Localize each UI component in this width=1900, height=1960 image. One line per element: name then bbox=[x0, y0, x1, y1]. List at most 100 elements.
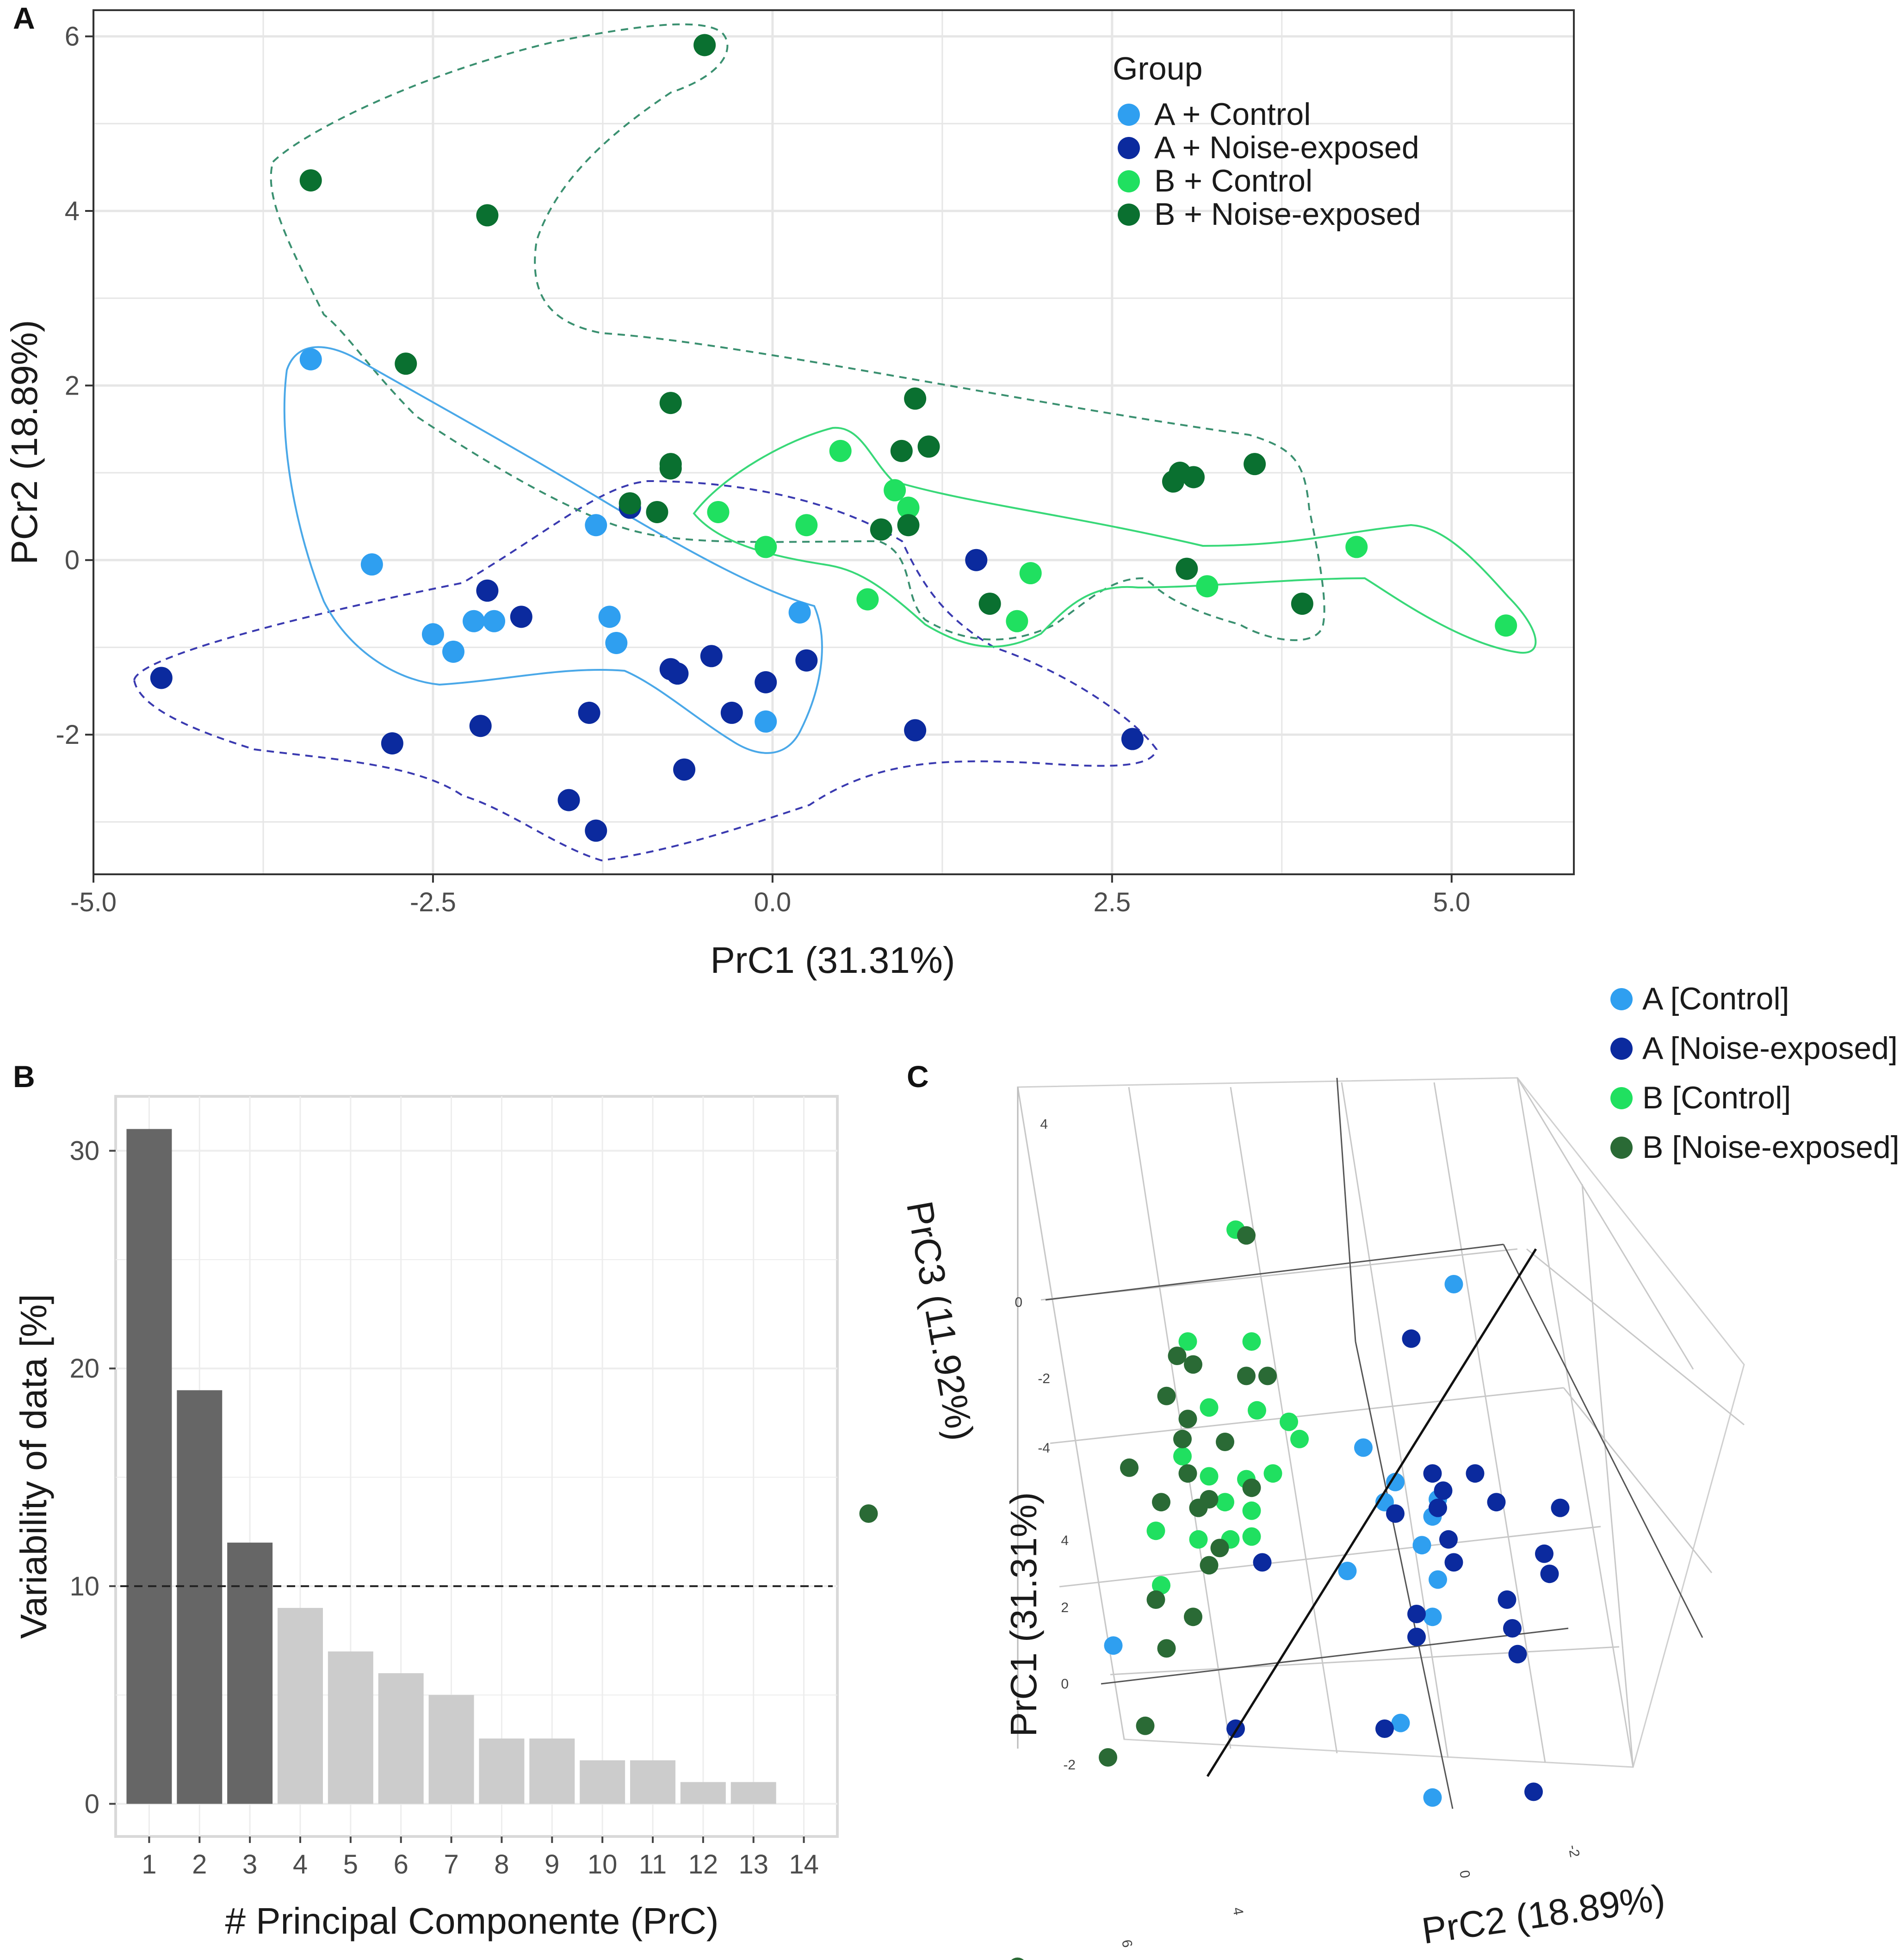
panel-c-label: C bbox=[907, 1059, 929, 1094]
point-b-noise bbox=[1244, 453, 1266, 476]
point-3d-b-control bbox=[1200, 1467, 1219, 1486]
point-3d-b-control bbox=[1248, 1401, 1266, 1420]
y-tick-0: 0 bbox=[1061, 1676, 1069, 1692]
point-b-control bbox=[856, 588, 879, 611]
point-3d-a-noise bbox=[1508, 1645, 1527, 1663]
panel-c-points bbox=[859, 1220, 1570, 1960]
point-a-noise bbox=[965, 549, 988, 571]
point-3d-a-noise bbox=[1423, 1464, 1442, 1483]
panel-c-tick-labels: 4 0 -2 -4 4 2 0 -2 6 4 0 -2 bbox=[1015, 1117, 1582, 1949]
panel-b-y-tick-label: 30 bbox=[69, 1136, 99, 1166]
point-a-control bbox=[788, 601, 811, 624]
panel-b-y-tick-label: 20 bbox=[69, 1354, 99, 1384]
point-b-noise bbox=[904, 387, 927, 410]
legend-swatch-b-control bbox=[1118, 170, 1140, 192]
panel-a-x-tick-label: 0.0 bbox=[754, 887, 792, 917]
point-a-control bbox=[442, 640, 464, 663]
point-b-noise bbox=[659, 453, 682, 476]
point-3d-a-noise bbox=[1466, 1464, 1485, 1483]
point-a-noise bbox=[381, 732, 403, 754]
point-b-control bbox=[829, 439, 852, 462]
legend-label-a-noise-exposed: A + Noise-exposed bbox=[1154, 130, 1419, 165]
point-b-control bbox=[755, 536, 777, 558]
point-3d-b-control bbox=[1146, 1521, 1165, 1540]
point-3d-b-noise-3d bbox=[1200, 1490, 1219, 1509]
point-a-noise bbox=[700, 645, 723, 668]
point-3d-a-noise bbox=[1386, 1504, 1405, 1523]
point-3d-a-control bbox=[1429, 1570, 1447, 1589]
point-a-noise bbox=[1121, 728, 1144, 750]
point-3d-a-noise bbox=[1487, 1493, 1506, 1512]
legend-c-swatch-a-control bbox=[1610, 988, 1633, 1010]
point-a-control bbox=[360, 553, 383, 576]
point-a-control bbox=[755, 710, 777, 733]
point-3d-a-noise bbox=[1444, 1553, 1463, 1572]
hull-b-control bbox=[693, 427, 1537, 654]
point-a-noise bbox=[904, 719, 927, 742]
point-3d-a-control bbox=[1444, 1275, 1463, 1293]
point-a-control bbox=[463, 610, 485, 632]
point-3d-b-noise-3d bbox=[1237, 1226, 1256, 1245]
bar-prc-8 bbox=[479, 1738, 525, 1804]
bar-prc-1 bbox=[126, 1129, 172, 1804]
bar-prc-6 bbox=[378, 1673, 424, 1804]
panel-b-y-axis-title: Variability of data [%] bbox=[13, 1294, 54, 1639]
panel-c-legend: A [Control] A [Noise-exposed] B [Control… bbox=[1610, 981, 1900, 1165]
y-tick-2: 2 bbox=[1061, 1600, 1069, 1615]
point-3d-b-noise-3d bbox=[1136, 1716, 1155, 1735]
x-tick-6: 6 bbox=[1119, 1938, 1135, 1948]
point-3d-b-control bbox=[1216, 1493, 1234, 1512]
point-3d-a-control bbox=[1423, 1608, 1442, 1626]
legend-swatch-a-control bbox=[1118, 104, 1140, 126]
point-3d-b-control bbox=[1280, 1412, 1298, 1431]
point-a-noise bbox=[795, 649, 818, 672]
point-3d-a-noise bbox=[1524, 1782, 1543, 1801]
z-tick-minus-2: -2 bbox=[1038, 1371, 1050, 1386]
point-a-noise bbox=[510, 606, 532, 628]
point-3d-a-noise bbox=[1434, 1481, 1453, 1500]
legend-swatch-a-noise-exposed bbox=[1118, 137, 1140, 159]
legend-c-label-a-control: A [Control] bbox=[1642, 981, 1789, 1016]
bar-prc-7 bbox=[428, 1695, 474, 1804]
panel-c-3d-grid bbox=[1017, 1077, 1745, 1768]
panel-a-x-tick-label: 2.5 bbox=[1094, 887, 1131, 917]
legend-label-b-control: B + Control bbox=[1154, 163, 1312, 198]
bar-prc-9 bbox=[529, 1738, 575, 1804]
point-b-noise bbox=[917, 435, 940, 458]
point-3d-a-control bbox=[1386, 1472, 1405, 1491]
point-b-noise bbox=[299, 169, 322, 192]
panel-a-legend: Group A + Control A + Noise-exposed B + … bbox=[1113, 50, 1421, 232]
legend-c-label-b-noise-exposed: B [Noise-exposed] bbox=[1642, 1130, 1900, 1165]
point-b-noise bbox=[897, 514, 920, 537]
panel-c-y-axis-title: PrC1 (31.31%) bbox=[1003, 1492, 1044, 1737]
point-3d-a-noise bbox=[1375, 1719, 1394, 1738]
point-3d-a-control bbox=[1391, 1713, 1410, 1732]
panel-b-x-tick-label: 14 bbox=[789, 1849, 819, 1880]
panel-b-x-tick-label: 12 bbox=[688, 1849, 718, 1880]
point-b-control bbox=[707, 501, 730, 523]
panel-b-x-tick-label: 2 bbox=[192, 1849, 207, 1880]
panel-a-frame bbox=[93, 9, 1575, 875]
point-b-noise bbox=[890, 439, 913, 462]
point-b-noise bbox=[476, 204, 499, 227]
legend-c-swatch-a-noise-exposed bbox=[1610, 1038, 1633, 1060]
point-3d-b-control bbox=[1242, 1501, 1261, 1520]
panel-a-points bbox=[150, 34, 1517, 842]
y-tick-minus-2: -2 bbox=[1063, 1757, 1076, 1773]
point-3d-a-noise bbox=[1498, 1590, 1516, 1609]
point-3d-a-noise bbox=[1535, 1544, 1553, 1563]
point-3d-b-noise-3d bbox=[1120, 1458, 1139, 1477]
point-3d-b-noise-3d bbox=[1200, 1556, 1219, 1575]
z-tick-0: 0 bbox=[1015, 1295, 1022, 1310]
point-a-control bbox=[421, 623, 444, 646]
panel-a-y-axis-title: PCr2 (18.89%) bbox=[4, 320, 45, 564]
point-b-control bbox=[1196, 575, 1219, 598]
bar-prc-5 bbox=[328, 1651, 373, 1804]
point-3d-b-noise-3d bbox=[1157, 1639, 1176, 1658]
point-b-noise bbox=[1176, 557, 1198, 580]
point-3d-b-noise-3d bbox=[1258, 1366, 1277, 1385]
legend-c-swatch-b-noise-exposed bbox=[1610, 1137, 1633, 1159]
